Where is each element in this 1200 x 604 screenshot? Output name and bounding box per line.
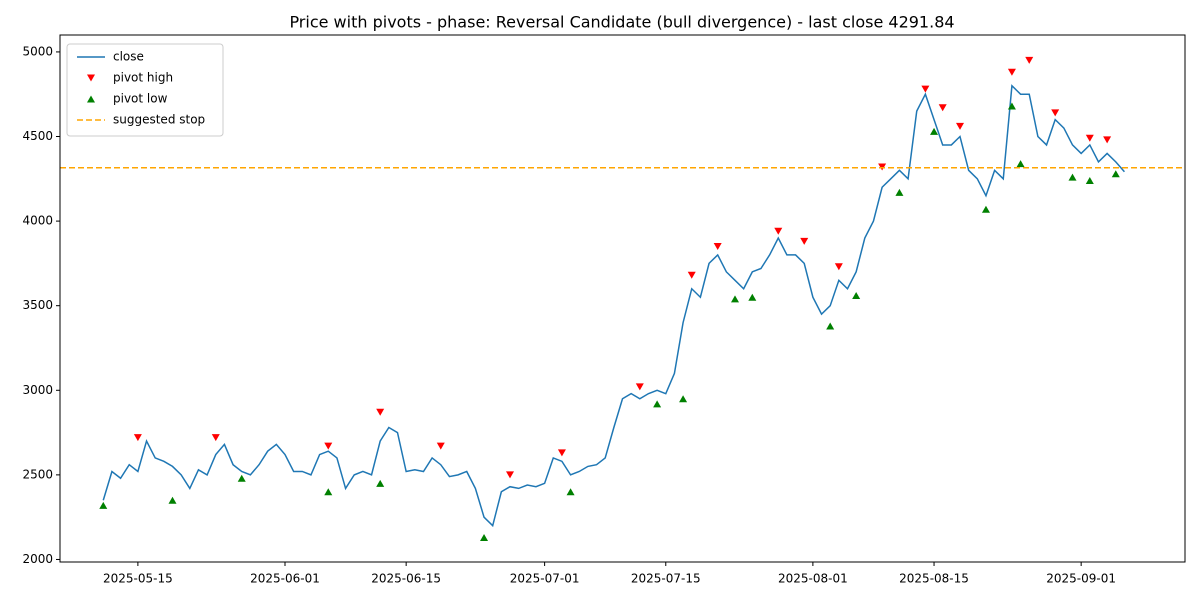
pivot-marker — [324, 442, 333, 450]
y-tick-label: 2000 — [22, 552, 53, 566]
pivot-marker — [480, 533, 489, 541]
pivot-marker — [237, 474, 246, 482]
pivot-marker — [852, 292, 861, 300]
pivot-marker — [1007, 68, 1016, 76]
pivot-marker — [506, 471, 514, 479]
pivot-marker — [800, 237, 809, 245]
axes-frame — [59, 34, 1186, 563]
pivot-marker — [878, 163, 887, 171]
pivot-marker — [324, 488, 333, 496]
pivot-marker — [1111, 170, 1120, 178]
pivot-marker — [679, 395, 688, 403]
pivot-marker — [930, 127, 939, 135]
pivot-marker — [376, 479, 385, 487]
pivot-marker — [731, 295, 739, 303]
legend-swatch — [87, 74, 95, 82]
pivot-marker — [99, 501, 108, 509]
pivot-marker — [687, 271, 696, 279]
plot-area — [60, 35, 1185, 562]
legend-label: pivot high — [113, 71, 173, 85]
pivot-marker — [774, 227, 783, 235]
y-tick-label: 4500 — [22, 129, 53, 143]
pivot-marker — [921, 85, 930, 93]
pivot-marker — [1025, 56, 1034, 64]
pivot-marker — [1051, 109, 1060, 117]
pivot-marker — [713, 242, 722, 250]
pivot-marker — [1085, 176, 1094, 184]
x-tick-label: 2025-09-01 — [1046, 572, 1116, 586]
pivot-marker — [557, 449, 566, 457]
pivot-marker — [834, 263, 843, 271]
pivot-marker — [1085, 134, 1094, 142]
x-tick-label: 2025-06-15 — [371, 572, 441, 586]
pivot-marker — [211, 434, 220, 442]
pivot-marker — [1103, 136, 1112, 144]
pivot-marker — [635, 383, 644, 391]
x-tick-label: 2025-07-15 — [631, 572, 701, 586]
close-line — [102, 84, 1125, 528]
pivot-marker — [133, 434, 142, 442]
pivot-marker — [981, 205, 990, 213]
pivot-marker — [826, 322, 835, 330]
legend-box — [66, 43, 224, 137]
legend-label: suggested stop — [113, 113, 205, 127]
y-tick-label: 2500 — [22, 467, 53, 481]
x-tick-label: 2025-08-01 — [778, 572, 848, 586]
y-tick-label: 3500 — [22, 298, 53, 312]
pivot-marker — [1016, 160, 1025, 168]
pivot-marker — [436, 442, 445, 450]
pivot-marker — [1007, 102, 1016, 110]
pivot-marker — [938, 104, 947, 112]
pivot-marker — [748, 293, 757, 301]
pivot-marker — [1068, 173, 1077, 181]
x-tick-label: 2025-05-15 — [103, 572, 173, 586]
y-tick-label: 4000 — [22, 214, 53, 228]
pivot-marker — [653, 400, 662, 408]
legend-label: close — [113, 50, 144, 64]
pivot-marker — [168, 496, 177, 504]
y-tick-label: 3000 — [22, 383, 53, 397]
pivot-marker — [895, 188, 904, 196]
plot — [60, 56, 1185, 541]
x-tick-label: 2025-07-01 — [510, 572, 580, 586]
x-tick-label: 2025-08-15 — [899, 572, 969, 586]
legend-swatch — [87, 95, 95, 103]
x-tick-label: 2025-06-01 — [250, 572, 320, 586]
chart-title: Price with pivots - phase: Reversal Cand… — [289, 13, 954, 32]
legend-label: pivot low — [113, 92, 168, 106]
pivot-marker — [376, 408, 385, 416]
y-tick-label: 5000 — [22, 44, 53, 58]
pivot-marker — [566, 488, 575, 496]
pivot-marker — [956, 122, 964, 130]
